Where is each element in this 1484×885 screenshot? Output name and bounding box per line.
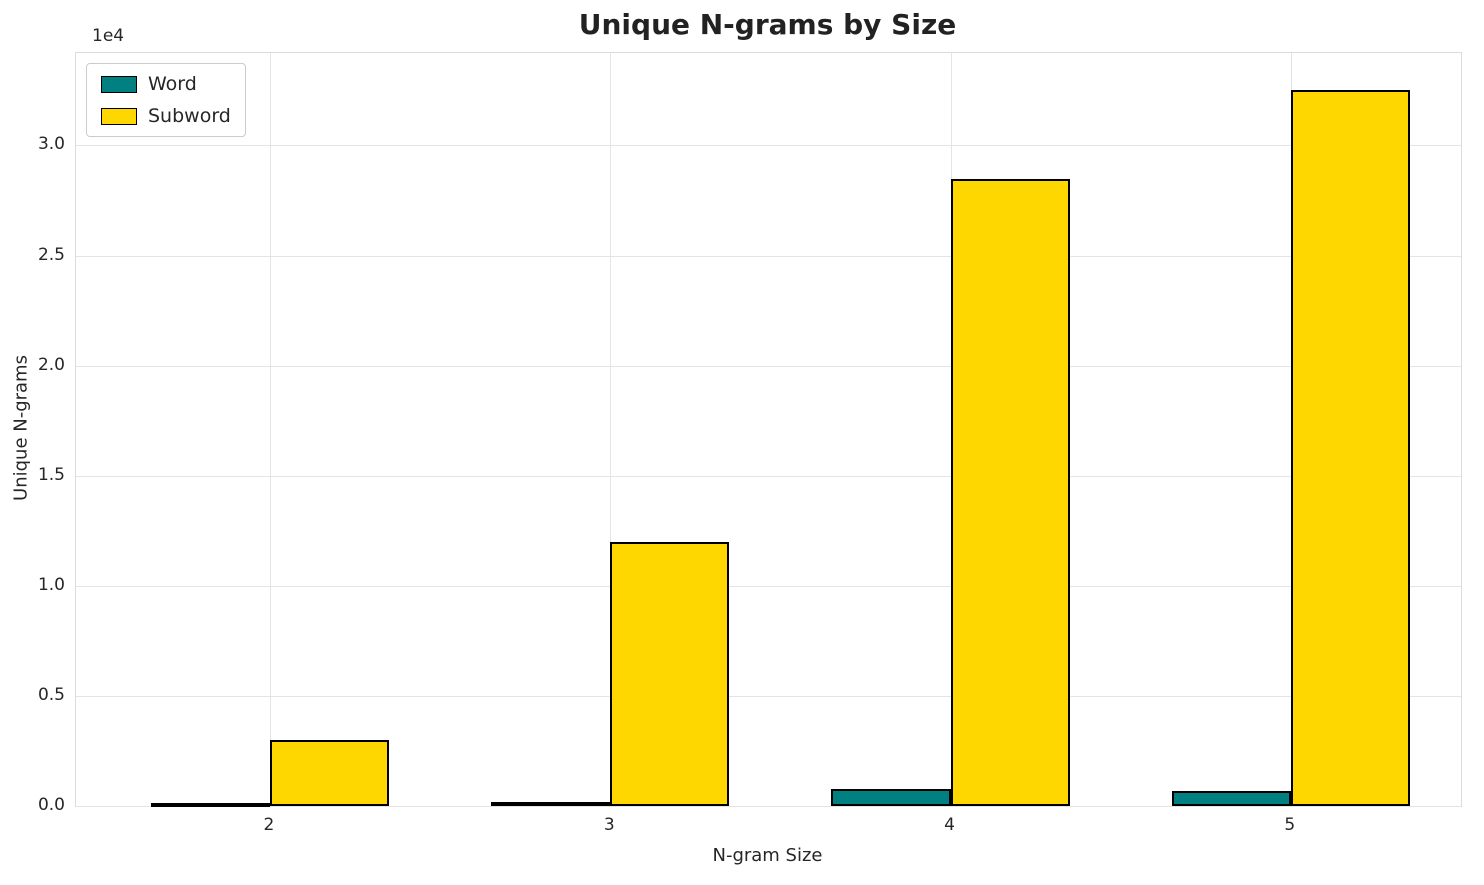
xtick-label-2: 2 xyxy=(263,815,275,835)
xtick-label-5: 5 xyxy=(1284,815,1296,835)
gridline-y-2.0 xyxy=(76,365,1461,367)
subword-swatch-icon xyxy=(101,107,137,125)
plot-area: Word Subword xyxy=(75,52,1462,808)
legend-label-word: Word xyxy=(148,73,197,95)
gridline-y-1.5 xyxy=(76,475,1461,477)
legend: Word Subword xyxy=(86,63,246,137)
ytick-label-1.0: 1.0 xyxy=(37,574,65,595)
gridline-y-3.0 xyxy=(76,145,1461,147)
word-swatch-icon xyxy=(101,75,137,93)
bar-word-2 xyxy=(150,803,270,808)
gridline-x-2 xyxy=(269,53,271,806)
bar-word-3 xyxy=(491,801,611,806)
bar-word-5 xyxy=(1171,790,1291,806)
x-axis-label: N-gram Size xyxy=(712,845,823,866)
ytick-label-2.5: 2.5 xyxy=(37,244,65,265)
ytick-label-3.0: 3.0 xyxy=(37,134,65,155)
gridline-y-0.0 xyxy=(76,806,1461,807)
ytick-label-2.0: 2.0 xyxy=(37,354,65,375)
bar-subword-3 xyxy=(610,541,730,806)
bar-word-4 xyxy=(831,789,951,806)
bar-subword-4 xyxy=(950,178,1070,806)
legend-item-subword: Subword xyxy=(101,105,231,127)
ytick-label-0.0: 0.0 xyxy=(37,795,65,815)
gridline-y-1.0 xyxy=(76,585,1461,587)
gridline-y-0.5 xyxy=(76,695,1461,697)
y-axis-label: Unique N-grams xyxy=(10,355,32,501)
gridline-y-2.5 xyxy=(76,255,1461,257)
y-axis-offset-text: 1e4 xyxy=(92,26,125,46)
bar-subword-5 xyxy=(1290,90,1410,806)
chart-title: Unique N-grams by Size xyxy=(578,8,957,41)
gridline-x-3 xyxy=(610,53,612,806)
ytick-label-1.5: 1.5 xyxy=(37,464,65,485)
xtick-label-3: 3 xyxy=(603,815,615,835)
xtick-label-4: 4 xyxy=(944,815,955,835)
legend-item-word: Word xyxy=(101,73,231,95)
legend-label-subword: Subword xyxy=(148,105,231,127)
ytick-label-0.5: 0.5 xyxy=(37,684,65,705)
bar-subword-2 xyxy=(269,739,390,806)
